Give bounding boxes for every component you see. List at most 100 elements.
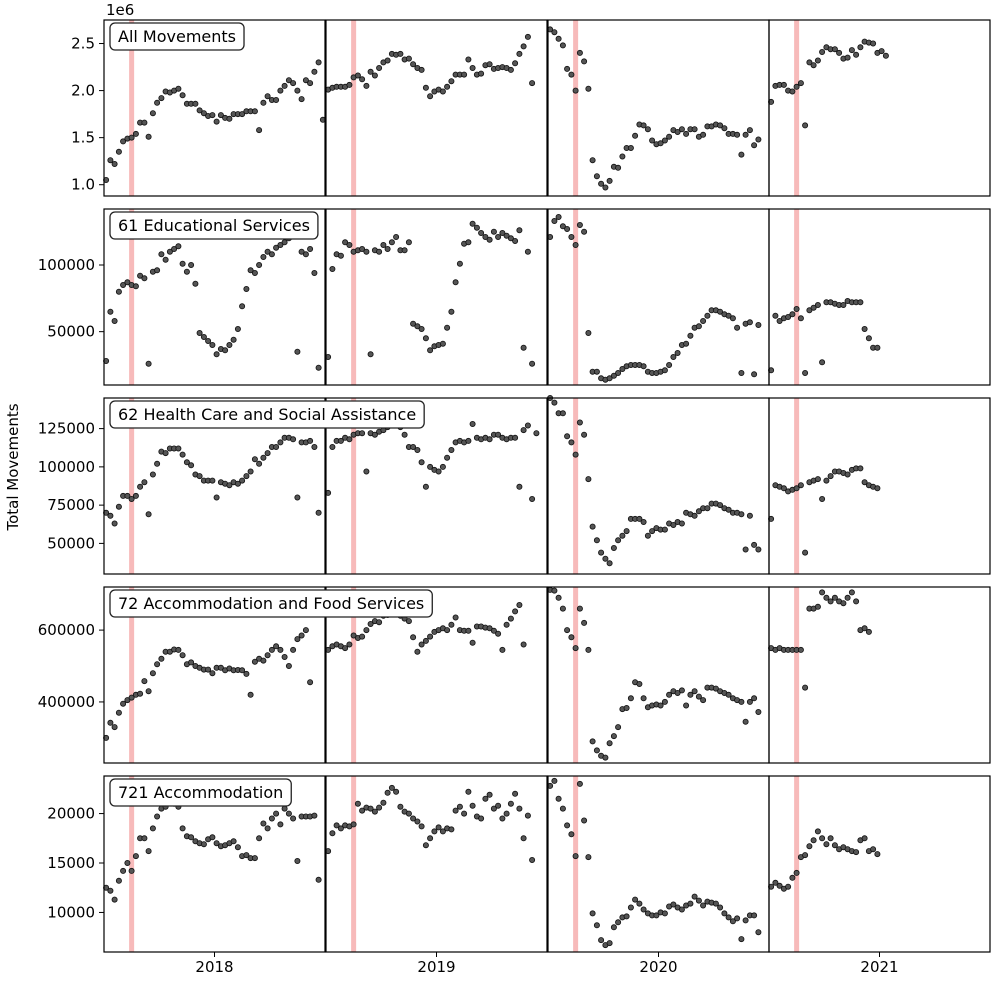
data-point [610,733,617,740]
y-tick-label: 75000 [47,496,95,514]
data-point [200,110,207,117]
data-point [188,261,195,268]
panel-frame [768,397,991,575]
data-point [439,828,446,835]
data-point [742,131,749,138]
data-point [691,893,698,900]
marker-line-2019 [351,398,357,574]
data-point [461,810,468,817]
data-point [520,344,527,351]
data-point [661,698,668,705]
panel-0: 1.0 1.5 2.0 2.5 1e6 All Movements [71,1,991,197]
data-point [205,666,212,673]
panel-frame [768,19,991,197]
data-point [439,88,446,95]
y-axis-label: Total Movements [4,403,22,531]
data-point [277,646,284,653]
data-point [819,835,826,842]
data-point [120,700,127,707]
panel-title: All Movements [118,27,236,46]
data-point [503,621,510,628]
data-point [371,808,378,815]
data-point [427,633,434,640]
data-point [175,243,182,250]
data-point [478,229,485,236]
data-point [273,244,280,251]
data-point [636,681,643,688]
data-point [115,288,122,295]
data-point [499,815,506,822]
data-point [175,445,182,452]
data-point [367,68,374,75]
data-point [564,822,571,829]
data-point [188,659,195,666]
x-tick-label: 2019 [417,958,455,976]
data-point [337,437,344,444]
data-point [520,641,527,648]
data-point [632,132,639,139]
data-point [444,83,451,90]
data-point [585,854,592,861]
data-point [615,724,622,731]
data-point [695,897,702,904]
data-point [213,494,220,501]
data-point [217,112,224,119]
data-point [555,594,562,601]
data-point [755,929,762,936]
marker-line-2019 [351,587,357,763]
data-point [495,630,502,637]
data-point [149,110,156,117]
data-point [422,637,429,644]
data-point [414,818,421,825]
marker-line-2021 [794,20,800,196]
marker-line-2019 [351,20,357,196]
data-point [448,826,455,833]
data-point [226,341,233,348]
data-point [128,495,135,502]
data-point [512,434,519,441]
marker-line-2020 [573,209,579,385]
data-point [568,831,575,838]
data-point [691,512,698,519]
marker-line-2018 [129,20,135,196]
data-point [551,217,558,224]
marker-line-2019 [351,776,357,952]
data-point [230,336,237,343]
data-point [226,482,233,489]
data-point [307,679,314,686]
data-point [273,443,280,450]
data-point [315,364,322,371]
data-point [793,485,800,492]
data-point [823,594,830,601]
data-point [627,144,634,151]
data-point [687,691,694,698]
data-point [337,252,344,259]
panel-title-frame [109,22,245,51]
data-point [414,323,421,330]
data-point [576,780,583,787]
data-point [277,821,284,828]
data-point [209,834,216,841]
data-point [734,131,741,138]
data-point [179,92,186,99]
data-point [141,678,148,685]
data-point [751,541,758,548]
data-point [158,655,165,662]
marker-line-2021 [794,587,800,763]
data-point [581,431,588,438]
data-point [111,317,118,324]
data-point [149,670,156,677]
data-point [861,625,868,632]
panel-title: 62 Health Care and Social Assistance [118,405,416,424]
data-point [465,627,472,634]
data-point [606,940,613,947]
data-point [568,233,575,240]
data-point [333,822,340,829]
panel-frame [768,586,991,764]
data-point [393,233,400,240]
data-point [598,549,605,556]
panel-frame [325,208,548,386]
data-point [273,643,280,650]
data-point [568,71,575,78]
